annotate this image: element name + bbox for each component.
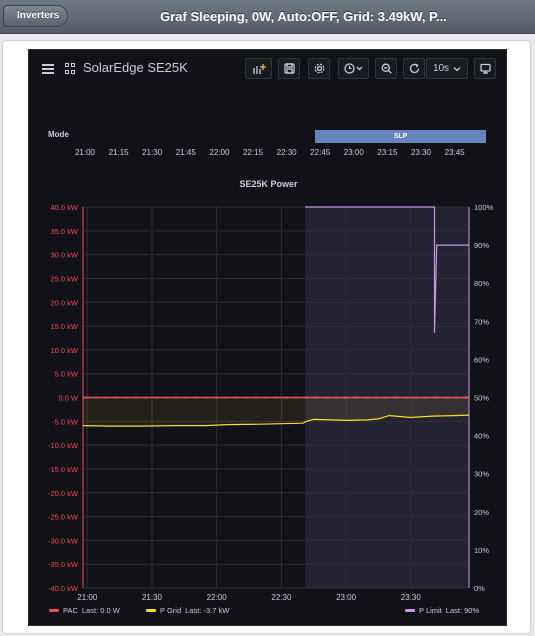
- time-picker-button[interactable]: [338, 58, 369, 79]
- mode-label: Mode: [48, 130, 69, 139]
- save-icon: [283, 63, 295, 74]
- chart-title: SE25K Power: [239, 179, 298, 189]
- y-left-tick-label: -10.0 kW: [48, 441, 79, 450]
- y-left-tick-label: 0.0 W: [58, 394, 79, 403]
- p-grid-series-line: [82, 414, 470, 427]
- y-left-tick-label: -25.0 kW: [48, 513, 79, 522]
- x-tick-label: 23:00: [336, 593, 357, 600]
- x-tick-label: 22:30: [271, 593, 292, 600]
- save-button[interactable]: [278, 58, 300, 79]
- mode-axis-tick: 23:45: [444, 148, 465, 157]
- power-chart[interactable]: 40.0 kW 35.0 kW 30.0 kW 25.0 kW 20.0 kW 15.0 …: [29, 195, 508, 600]
- legend-item-p-grid[interactable]: P Grid Last: -3.7 kW: [146, 606, 229, 615]
- settings-icon: [314, 63, 324, 74]
- y-left-tick-label: -40.0 kW: [48, 584, 79, 593]
- mode-axis-tick: 22:30: [276, 148, 297, 157]
- y-left-tick-label: 15.0 kW: [50, 322, 78, 331]
- legend-series-name: P Grid: [160, 606, 182, 615]
- grafana-dashboard: SolarEdge SE25K: [28, 49, 507, 626]
- legend-last-value: Last: 90%: [445, 606, 480, 615]
- y-left-tick-label: -30.0 kW: [48, 536, 79, 545]
- chevron-down-icon: [453, 66, 461, 71]
- navigation-bar: Inverters Graf Sleeping, 0W, Auto:OFF, G…: [0, 0, 535, 34]
- dashboards-icon: [65, 63, 76, 74]
- mode-axis-tick: 22:45: [310, 148, 331, 157]
- y-right-tick-label: 30%: [474, 470, 489, 479]
- dashboard-title[interactable]: SolarEdge SE25K: [83, 60, 188, 75]
- x-tick-label: 22:00: [207, 593, 228, 600]
- legend-item-p-limit[interactable]: P Limit Last: 90%: [405, 606, 479, 615]
- y-right-tick-label: 60%: [474, 355, 489, 364]
- zoom-out-icon: [381, 63, 392, 74]
- tv-mode-icon: [479, 63, 491, 74]
- mode-axis-tick: 21:30: [142, 148, 163, 157]
- y-left-tick-label: -35.0 kW: [48, 560, 79, 569]
- y-left-tick-label: -20.0 kW: [48, 489, 79, 498]
- y-right-tick-label: 10%: [474, 546, 489, 555]
- y-right-tick-label: 100%: [474, 203, 494, 212]
- y-right-tick-label: 40%: [474, 432, 489, 441]
- legend-item-pac[interactable]: PAC Last: 0.0 W: [49, 606, 120, 615]
- mode-axis-tick: 21:45: [175, 148, 196, 157]
- y-left-tick-label: 30.0 kW: [50, 251, 78, 260]
- y-left-tick-label: 5.0 kW: [55, 370, 79, 379]
- page-title: Graf Sleeping, 0W, Auto:OFF, Grid: 3.49k…: [160, 9, 447, 24]
- mode-state-bar[interactable]: SLP: [315, 130, 486, 143]
- mode-axis-tick: 23:15: [377, 148, 398, 157]
- legend-swatch: [146, 609, 156, 612]
- y-left-tick-label: -5.0 kW: [52, 417, 79, 426]
- mode-time-axis: 21:00 21:15 21:30 21:45 22:00 22:15 22:30 22:45…: [29, 148, 508, 160]
- refresh-interval-value: 10s: [432, 63, 450, 74]
- mode-axis-tick: 22:00: [209, 148, 230, 157]
- legend-swatch: [49, 609, 59, 612]
- refresh-interval-picker[interactable]: 10s: [426, 58, 468, 79]
- legend-series-name: P Limit: [419, 606, 442, 615]
- y-right-tick-label: 70%: [474, 317, 489, 326]
- tv-mode-button[interactable]: [474, 58, 496, 79]
- y-left-tick-label: 40.0 kW: [50, 203, 78, 212]
- time-picker-icon: [343, 63, 362, 74]
- x-tick-label: 21:30: [142, 593, 163, 600]
- add-panel-icon: [252, 63, 266, 74]
- y-right-tick-label: 0%: [474, 584, 485, 593]
- chevron-down-icon: [356, 66, 362, 71]
- legend-series-name: PAC: [63, 606, 78, 615]
- y-right-tick-label: 90%: [474, 241, 489, 250]
- x-tick-label: 21:00: [77, 593, 98, 600]
- dashboard-toolbar: SolarEdge SE25K: [29, 50, 508, 90]
- back-button[interactable]: Inverters: [3, 5, 69, 27]
- p-limit-series-line: [305, 206, 469, 333]
- y-right-tick-label: 20%: [474, 508, 489, 517]
- legend-last-value: Last: -3.7 kW: [185, 606, 230, 615]
- y-right-tick-label: 50%: [474, 394, 489, 403]
- y-left-tick-label: 25.0 kW: [50, 274, 78, 283]
- mode-axis-tick: 22:15: [242, 148, 264, 157]
- legend-last-value: Last: 0.0 W: [81, 606, 120, 615]
- y-left-tick-label: 35.0 kW: [50, 227, 78, 236]
- mode-axis-tick: 21:15: [108, 148, 129, 157]
- x-tick-label: 23:30: [401, 593, 422, 600]
- y-left-tick-label: 10.0 kW: [50, 346, 78, 355]
- mode-axis-tick: 23:30: [410, 148, 432, 157]
- y-left-tick-label: -15.0 kW: [48, 465, 79, 474]
- y-right-tick-label: 80%: [474, 279, 489, 288]
- settings-button[interactable]: [308, 58, 330, 79]
- y-left-tick-label: 20.0 kW: [50, 298, 78, 307]
- mode-axis-tick: 23:00: [343, 148, 364, 157]
- zoom-out-button[interactable]: [375, 58, 397, 79]
- refresh-icon: [409, 63, 419, 74]
- refresh-button[interactable]: [403, 58, 425, 79]
- menu-icon[interactable]: [42, 64, 54, 74]
- chart-legend: PAC Last: 0.0 W P Grid Last: -3.7 kW P Limit…: [29, 606, 508, 620]
- legend-swatch: [405, 609, 415, 612]
- mode-axis-tick: 21:00: [74, 148, 96, 157]
- add-panel-button[interactable]: [245, 58, 272, 79]
